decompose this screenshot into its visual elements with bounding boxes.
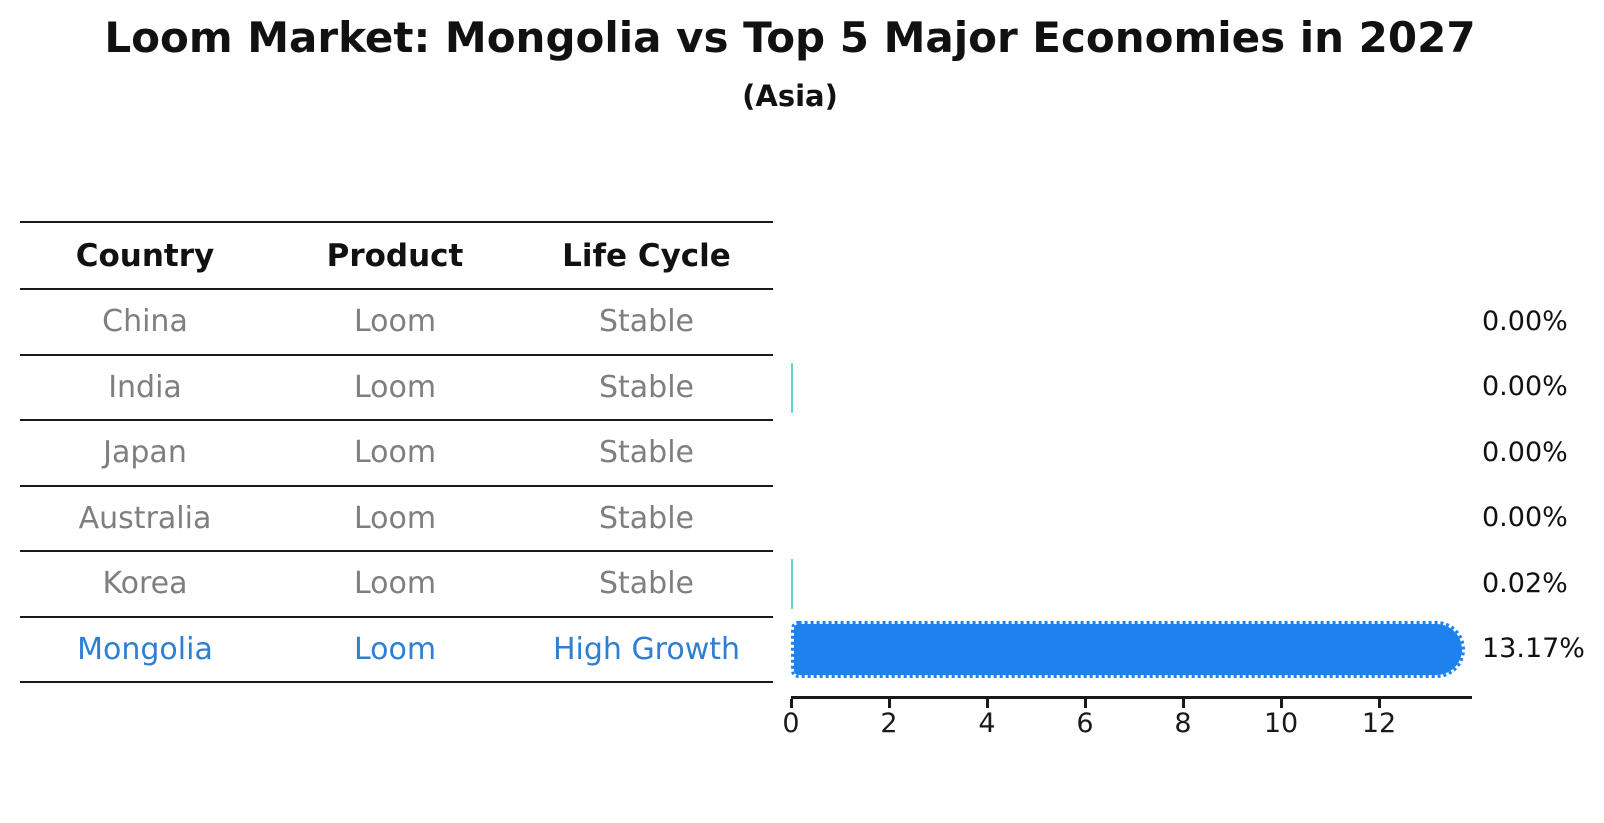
value-label-india: 0.00% xyxy=(1482,371,1568,402)
country-cell: Mongolia xyxy=(77,631,213,667)
product-cell: Loom xyxy=(353,435,437,471)
x-axis-tick-label: 12 xyxy=(1361,708,1397,739)
x-axis-tick xyxy=(1181,699,1185,708)
country-table: Country Product Life Cycle China Loom St… xyxy=(20,221,773,683)
value-label-australia: 0.00% xyxy=(1482,502,1568,533)
country-cell: India xyxy=(108,369,182,405)
value-label-japan: 0.00% xyxy=(1482,437,1568,468)
life-cycle-cell: Stable xyxy=(598,500,695,536)
table-header-row: Country Product Life Cycle xyxy=(20,223,773,290)
column-header-country: Country xyxy=(75,237,215,274)
bar-korea xyxy=(791,559,793,609)
x-axis-tick-label: 0 xyxy=(782,708,800,739)
product-cell: Loom xyxy=(353,304,437,340)
bar-mongolia xyxy=(791,621,1466,678)
table-row-china: China Loom Stable xyxy=(20,290,773,356)
value-label-mongolia: 13.17% xyxy=(1482,633,1585,664)
x-axis-tick-label: 10 xyxy=(1263,708,1299,739)
country-cell: Japan xyxy=(103,435,187,471)
x-axis-tick xyxy=(985,699,989,708)
table-row-mongolia: Mongolia Loom High Growth xyxy=(20,618,773,683)
x-axis-tick xyxy=(887,699,891,708)
table-row-india: India Loom Stable xyxy=(20,356,773,421)
country-cell: Australia xyxy=(78,500,212,536)
life-cycle-cell: High Growth xyxy=(552,631,741,667)
product-cell: Loom xyxy=(353,369,437,405)
table-row-korea: Korea Loom Stable xyxy=(20,552,773,618)
column-header-life-cycle: Life Cycle xyxy=(562,237,731,274)
x-axis-tick xyxy=(1279,699,1283,708)
life-cycle-cell: Stable xyxy=(598,304,695,340)
x-axis-line xyxy=(791,696,1472,699)
country-cell: Korea xyxy=(102,566,188,602)
x-axis-tick xyxy=(789,699,793,708)
column-header-product: Product xyxy=(326,237,464,274)
country-cell: China xyxy=(102,304,188,340)
product-cell: Loom xyxy=(353,566,437,602)
x-axis-tick-label: 2 xyxy=(880,708,898,739)
bar-india xyxy=(791,362,793,413)
value-label-korea: 0.02% xyxy=(1482,568,1568,599)
product-cell: Loom xyxy=(353,631,437,667)
x-axis-tick-label: 4 xyxy=(978,708,996,739)
chart-subtitle: (Asia) xyxy=(742,79,838,113)
value-label-china: 0.00% xyxy=(1482,306,1568,337)
x-axis-tick-label: 6 xyxy=(1076,708,1094,739)
x-axis-tick xyxy=(1377,699,1381,708)
chart-title: Loom Market: Mongolia vs Top 5 Major Eco… xyxy=(104,13,1476,62)
life-cycle-cell: Stable xyxy=(598,369,695,405)
x-axis-tick-label: 8 xyxy=(1174,708,1192,739)
table-row-japan: Japan Loom Stable xyxy=(20,421,773,487)
life-cycle-cell: Stable xyxy=(598,566,695,602)
life-cycle-cell: Stable xyxy=(598,435,695,471)
table-row-australia: Australia Loom Stable xyxy=(20,487,773,552)
product-cell: Loom xyxy=(353,500,437,536)
x-axis-tick xyxy=(1083,699,1087,708)
